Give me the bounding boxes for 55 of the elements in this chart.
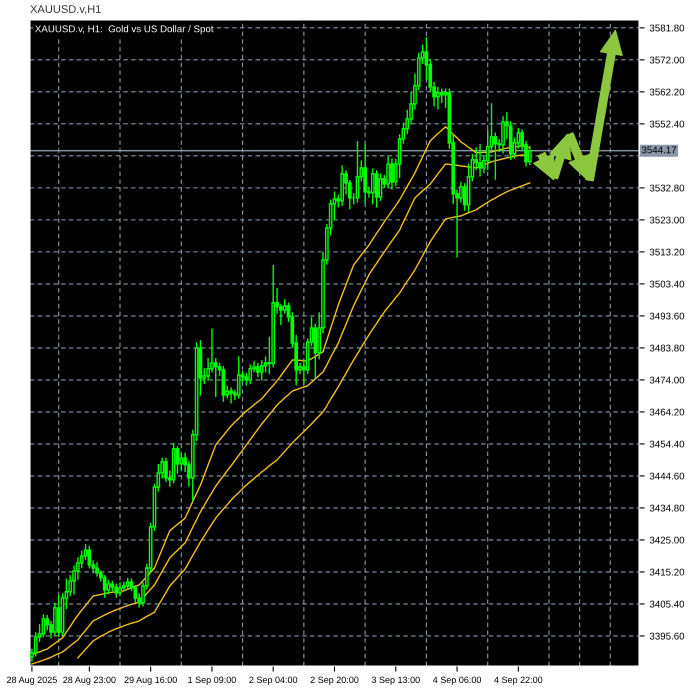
y-tick-label: 3444.60: [650, 472, 684, 480]
candlestick: [256, 362, 260, 378]
x-tick-label: 4 Sep 22:00: [494, 676, 542, 685]
candlestick: [390, 158, 394, 190]
candlestick: [386, 155, 390, 188]
y-tick-label: 3581.80: [650, 24, 684, 32]
x-tick-label: 2 Sep 04:00: [249, 676, 298, 685]
y-tick-label: 3532.80: [650, 184, 684, 192]
y-tick-label: 3464.20: [650, 408, 684, 416]
candlestick: [229, 387, 233, 404]
y-tick-label: 3434.80: [650, 504, 684, 512]
y-tick-label: 3405.40: [650, 600, 684, 608]
y-tick-label: 3493.60: [650, 312, 684, 320]
y-tick-label: 3562.20: [650, 88, 684, 96]
y-tick-label: 3483.80: [650, 344, 684, 352]
candlestick: [236, 356, 241, 399]
x-tick-label: 3 Sep 13:00: [372, 676, 420, 685]
candlestick: [248, 364, 252, 384]
candlestick: [106, 580, 110, 595]
y-tick-label: 3552.40: [650, 120, 684, 128]
y-tick-label: 3415.20: [650, 568, 684, 576]
candlestick: [374, 170, 378, 208]
candlestick: [363, 144, 367, 204]
candlestick: [378, 173, 382, 201]
x-tick-label: 28 Aug 2025: [7, 676, 57, 685]
candlestick: [126, 578, 130, 590]
x-tick-label: 28 Aug 23:00: [63, 676, 116, 685]
candlestick: [501, 116, 505, 154]
candlestick: [214, 358, 218, 397]
y-tick-label: 3572.00: [650, 56, 684, 64]
text: XAUUSD.v,H1: [30, 5, 101, 14]
y-tick-label: 3454.40: [650, 440, 684, 448]
x-tick-label: 1 Sep 09:00: [188, 676, 236, 685]
y-tick-label: 3425.00: [650, 536, 684, 544]
y-tick-label: 3503.40: [650, 280, 684, 288]
candlestick: [478, 144, 482, 176]
candlestick: [436, 86, 440, 110]
candlestick: [260, 360, 264, 381]
candlestick: [528, 146, 532, 166]
x-tick-label: 2 Sep 20:00: [310, 676, 358, 685]
ref-line-label: 3544.17: [642, 146, 676, 154]
candlestick: [440, 88, 444, 103]
candlestick: [114, 583, 118, 598]
x-tick-label: 29 Aug 16:00: [124, 676, 177, 685]
y-tick-label: 3523.00: [650, 216, 684, 224]
candlestick: [370, 168, 375, 204]
y-tick-label: 3474.00: [650, 376, 684, 384]
x-tick-label: 4 Sep 06:00: [432, 676, 482, 685]
y-tick-label: 3395.60: [650, 632, 684, 640]
y-tick-label: 3513.20: [650, 248, 684, 256]
chart-title: XAUUSD.v, H1: Gold vs US Dollar / Spot: [35, 25, 214, 34]
candlestick: [356, 141, 360, 203]
candlestick: [494, 132, 498, 180]
candlestick: [118, 582, 122, 596]
line-series: [77, 182, 531, 659]
